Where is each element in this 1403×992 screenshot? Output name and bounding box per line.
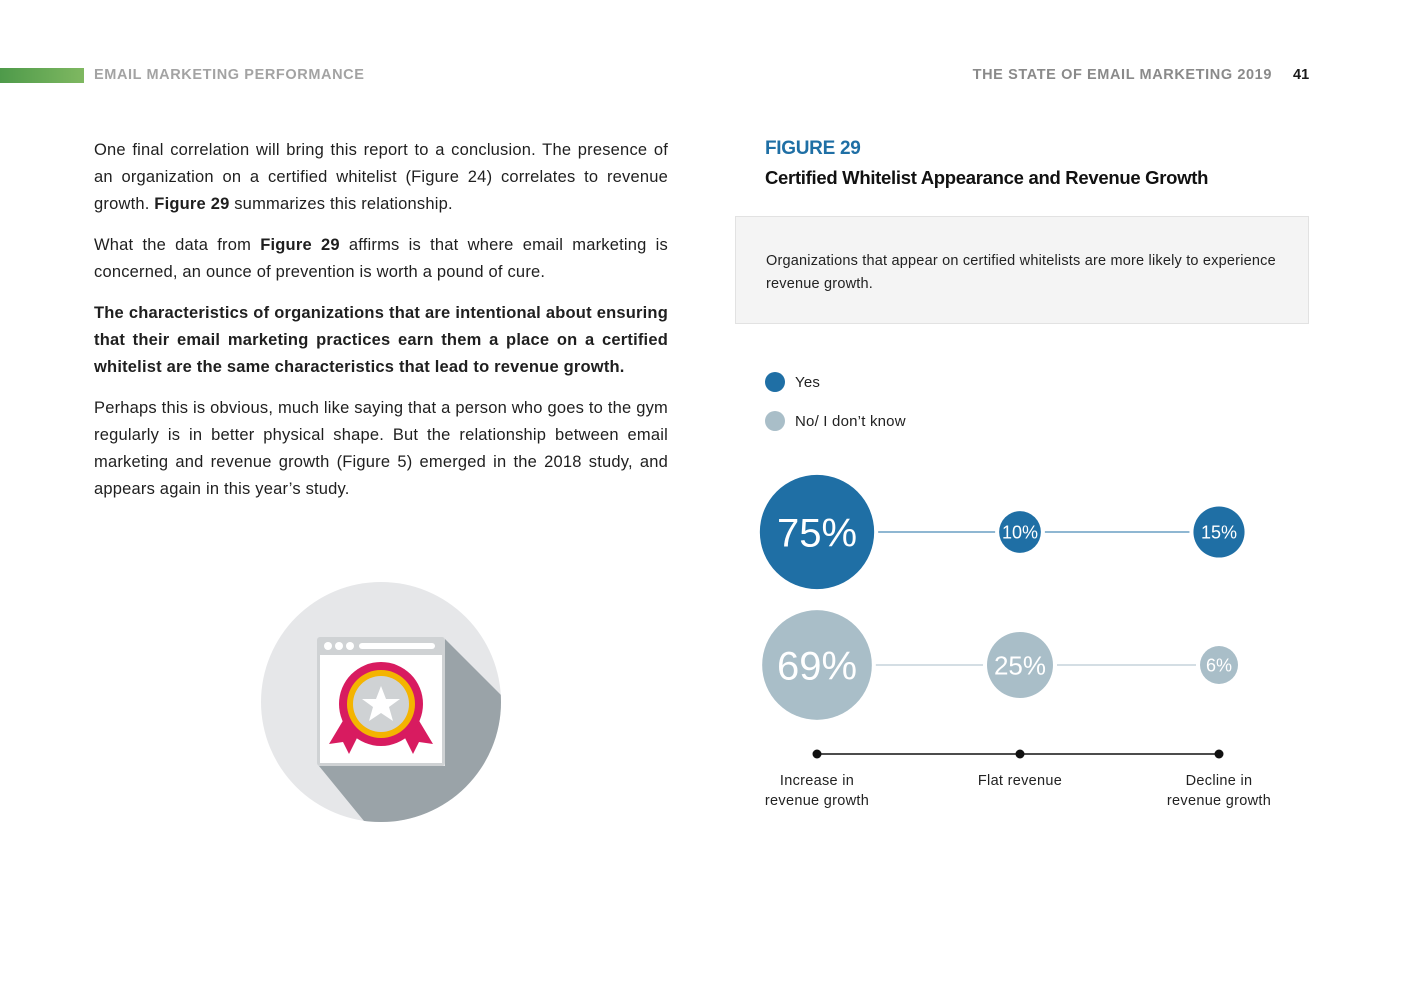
paragraph-4: Perhaps this is obvious, much like sayin… xyxy=(94,399,668,498)
x-axis-tick-2 xyxy=(1214,749,1224,759)
paragraph-3-bold: The characteristics of organizations tha… xyxy=(94,304,668,376)
page-number: 41 xyxy=(1293,67,1310,83)
bubble-yes-2 xyxy=(1193,506,1245,558)
bubble-yes-1 xyxy=(999,511,1041,553)
bubble-yes-0 xyxy=(759,474,875,590)
bubble-chart-svg: 75% 10% 15% 69% 25% 6% xyxy=(759,474,1245,759)
figure-summary-box: Organizations that appear on certified w… xyxy=(735,216,1309,324)
bubble-label: 15% xyxy=(1201,522,1237,542)
bubble-no-2 xyxy=(1200,646,1238,684)
legend-label-yes: Yes xyxy=(795,373,821,391)
bubble-label: 10% xyxy=(1002,522,1038,542)
bubble-label: 75% xyxy=(777,511,857,555)
x-axis-label-0: Increase in revenue growth xyxy=(764,773,870,809)
paragraph-2: What the data from Figure 29 affirms is … xyxy=(94,236,669,281)
bubble-chart: 75% 10% 15% 69% 25% 6% Increase in revenue gro… xyxy=(740,460,1300,830)
figure-summary-text: Organizations that appear on certified w… xyxy=(766,253,1276,292)
figure-label: FIGURE 29 xyxy=(765,138,861,159)
report-title: THE STATE OF EMAIL MARKETING 2019 xyxy=(972,67,1272,83)
legend-item-no: No/ I don’t know xyxy=(765,410,906,432)
legend-label-no: No/ I don’t know xyxy=(795,412,906,430)
bubble-label: 25% xyxy=(994,650,1046,680)
body-text: One final correlation will bring this re… xyxy=(94,137,668,517)
bubble-no-0 xyxy=(762,610,872,720)
certificate-badge-icon xyxy=(261,582,501,822)
bubble-label: 69% xyxy=(777,644,857,688)
header-accent-bar xyxy=(0,68,84,83)
bubble-no-1 xyxy=(987,632,1053,698)
legend-dot-yes xyxy=(765,372,785,392)
x-axis-tick-1 xyxy=(1015,749,1025,759)
legend-item-yes: Yes xyxy=(765,371,820,393)
x-axis-label-2: Decline in revenue growth xyxy=(1166,773,1272,809)
paragraph-1: One final correlation will bring this re… xyxy=(94,141,668,213)
x-axis-label-1: Flat revenue xyxy=(977,773,1063,789)
figure-title: Certified Whitelist Appearance and Reven… xyxy=(765,167,1209,188)
bubble-label: 6% xyxy=(1206,655,1232,675)
section-title: EMAIL MARKETING PERFORMANCE xyxy=(94,67,365,83)
legend-dot-no xyxy=(765,411,785,431)
x-axis-tick-0 xyxy=(812,749,822,759)
